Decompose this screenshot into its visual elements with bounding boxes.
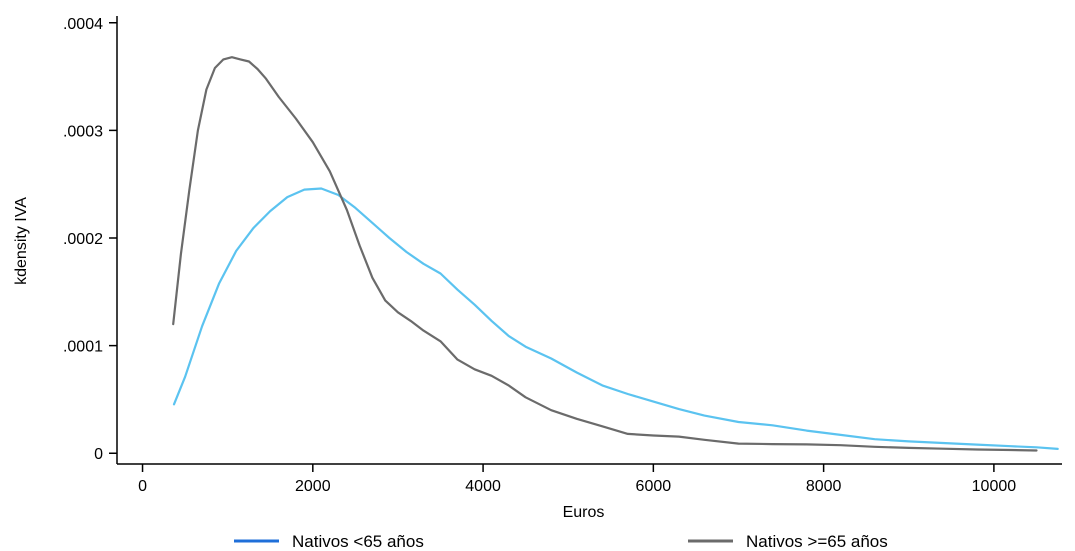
y-tick-label: 0	[94, 446, 103, 463]
y-tick-label: .0002	[63, 231, 103, 248]
x-ticks: 0 2000 4000 6000 8000 10000	[138, 464, 1016, 495]
legend-label-nativos-lt-65: Nativos <65 años	[292, 532, 424, 551]
x-tick-label: 8000	[806, 478, 842, 495]
x-tick-label: 4000	[465, 478, 501, 495]
x-axis-title: Euros	[563, 504, 605, 521]
series-lines	[172, 56, 1059, 452]
y-ticks: 0 .0001 .0002 .0003 .0004	[63, 16, 117, 463]
legend-label-nativos-ge-65: Nativos >=65 años	[746, 532, 888, 551]
series-line-1	[172, 56, 1038, 452]
x-tick-label: 6000	[636, 478, 672, 495]
y-tick-label: .0001	[63, 339, 103, 356]
y-tick-label: .0003	[63, 123, 103, 140]
y-tick-label: .0004	[63, 16, 103, 33]
y-axis-title: kdensity IVA	[13, 197, 30, 285]
x-tick-label: 10000	[972, 478, 1017, 495]
x-tick-label: 0	[138, 478, 147, 495]
axes: 0 .0001 .0002 .0003 .0004 0 2000 4000 6000 8000 1…	[63, 16, 1062, 495]
legend: Nativos <65 años Nativos >=65 años	[234, 532, 888, 551]
series-line-0	[172, 187, 1059, 450]
x-tick-label: 2000	[295, 478, 331, 495]
